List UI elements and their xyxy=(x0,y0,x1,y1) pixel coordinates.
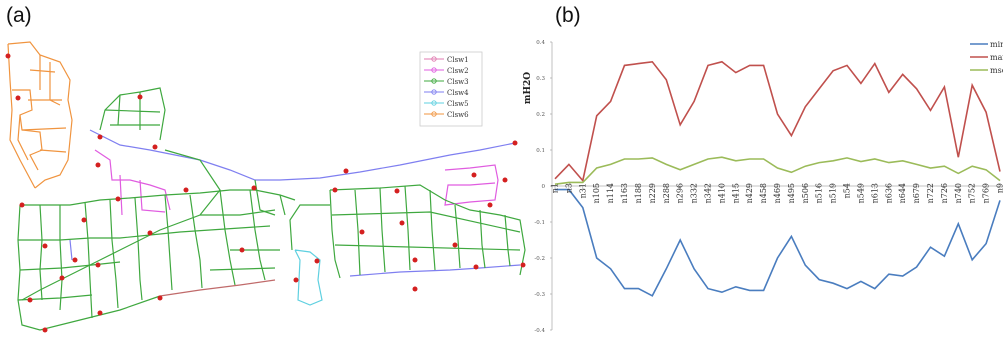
legend-label: Clsw2 xyxy=(447,67,469,75)
y-tick-label: 0.1 xyxy=(536,148,545,154)
x-tick-label: n114 xyxy=(606,183,615,203)
y-tick-label: -0.2 xyxy=(534,256,545,262)
x-tick-label: n679 xyxy=(912,183,921,203)
y-axis-title: mH2O xyxy=(523,72,533,104)
x-tick-label: n722 xyxy=(926,183,935,203)
district-clsw4 xyxy=(69,129,521,277)
x-tick-label: n54 xyxy=(843,183,852,198)
legend-marker xyxy=(431,89,437,95)
x-tick-label: n636 xyxy=(884,183,893,203)
panel-a-label: (a) xyxy=(6,4,32,27)
legend-label-min: min xyxy=(990,40,1003,49)
y-tick-label: -0.1 xyxy=(534,220,545,226)
y-axis: -0.4 -0.3 -0.2 -0.1 0 0.1 0.2 0.3 0.4 xyxy=(534,40,553,334)
legend-label: Clsw5 xyxy=(447,100,469,108)
x-tick-label: n469 xyxy=(773,183,782,203)
x-tick-label: n415 xyxy=(731,183,740,203)
x-tick-label: n752 xyxy=(968,183,977,203)
x-tick-label: n516 xyxy=(815,183,824,203)
x-tick-label: n163 xyxy=(620,183,629,203)
district-clsw6 xyxy=(7,41,73,189)
x-tick-label: n644 xyxy=(898,183,907,203)
legend-marker xyxy=(431,111,437,117)
x-tick-label: n296 xyxy=(676,183,685,203)
y-tick-label: 0.2 xyxy=(536,112,545,118)
y-tick-label: -0.4 xyxy=(534,328,545,334)
x-tick-label: n188 xyxy=(634,183,643,203)
x-tick-label: n288 xyxy=(662,183,671,203)
legend-label: Clsw1 xyxy=(447,56,469,64)
y-tick-label: 0.4 xyxy=(536,40,545,46)
panel-b-label: (b) xyxy=(555,4,581,27)
x-tick-label: n549 xyxy=(856,183,865,203)
legend-marker xyxy=(431,78,437,84)
legend-label-mse: mse xyxy=(990,66,1003,75)
series-line-mse xyxy=(554,156,1001,185)
network-map: Clsw1 Clsw2 Clsw3 Clsw4 Clsw5 Clsw6 xyxy=(5,41,526,333)
x-tick-label: n1 xyxy=(551,183,560,193)
x-tick-label: n342 xyxy=(704,183,713,203)
legend-label: Clsw3 xyxy=(447,78,469,86)
district-clsw5 xyxy=(294,249,323,306)
district-clsw3 xyxy=(17,87,526,331)
x-tick-label: n105 xyxy=(592,183,601,203)
x-tick-label: n495 xyxy=(787,183,796,203)
legend-marker xyxy=(431,100,437,106)
x-tick-label: n9 xyxy=(996,183,1003,193)
x-tick-label: n613 xyxy=(870,183,879,203)
legend-label-max: max xyxy=(990,53,1003,62)
legend-label: Clsw6 xyxy=(447,111,469,119)
chart-series-group xyxy=(554,60,1001,297)
x-tick-label: n519 xyxy=(829,183,838,203)
chart-legend: min max mse xyxy=(970,40,1003,75)
y-tick-label: -0.3 xyxy=(534,292,545,298)
x-tick-label: n332 xyxy=(690,183,699,203)
district-clsw1 xyxy=(159,279,276,297)
series-line-max xyxy=(554,60,1001,183)
x-tick-label: n429 xyxy=(745,183,754,203)
legend-marker xyxy=(431,67,437,73)
x-tick-label: n740 xyxy=(954,183,963,203)
x-tick-label: n506 xyxy=(801,183,810,203)
x-tick-label: n3 xyxy=(564,183,573,193)
network-nodes xyxy=(5,53,526,333)
y-tick-label: 0.3 xyxy=(536,76,545,82)
district-clsw2 xyxy=(94,149,499,216)
x-tick-label: n410 xyxy=(717,183,726,203)
x-tick-label: n31 xyxy=(578,183,587,198)
x-tick-label: n769 xyxy=(982,183,991,203)
x-axis: n1 n3 n31 n105 n114 n163 n188 n229 n288 n296 n332 n… xyxy=(551,183,1003,203)
legend-marker xyxy=(431,56,437,62)
x-tick-label: n458 xyxy=(759,183,768,203)
x-tick-label: n726 xyxy=(940,183,949,203)
legend-label: Clsw4 xyxy=(447,89,469,97)
series-line-min xyxy=(555,188,1001,297)
y-tick-label: 0 xyxy=(542,184,546,190)
network-legend: Clsw1 Clsw2 Clsw3 Clsw4 Clsw5 Clsw6 xyxy=(419,51,483,127)
x-tick-label: n229 xyxy=(648,183,657,203)
